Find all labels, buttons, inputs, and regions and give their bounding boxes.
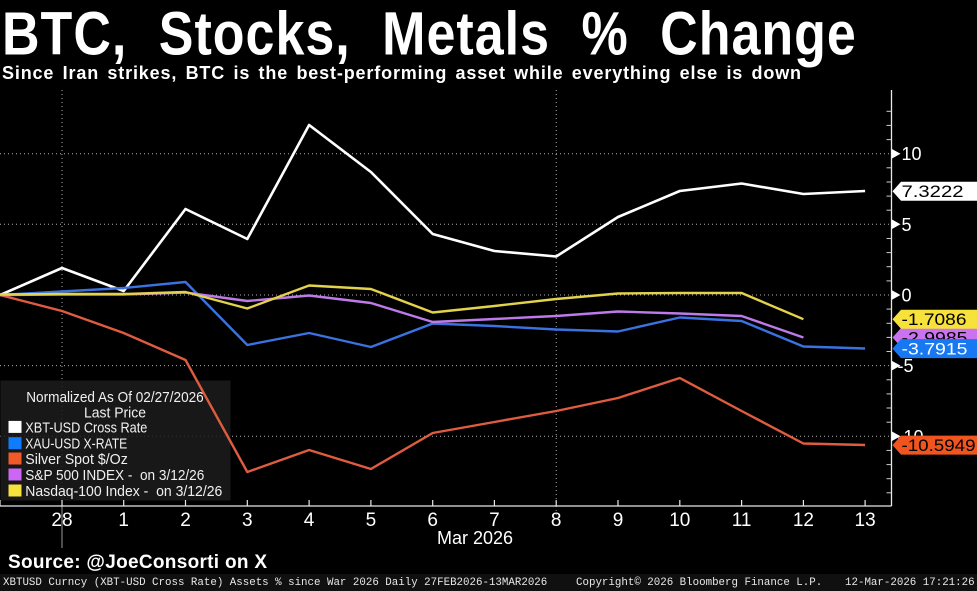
- svg-text:Silver Spot $/Oz: Silver Spot $/Oz: [25, 451, 128, 468]
- svg-text:10: 10: [902, 144, 922, 164]
- svg-text:-1.7086: -1.7086: [902, 311, 967, 329]
- svg-text:-5: -5: [898, 356, 914, 376]
- svg-text:Last Price: Last Price: [84, 405, 146, 422]
- svg-text:7.3222: 7.3222: [902, 183, 964, 201]
- svg-text:4: 4: [304, 510, 315, 531]
- svg-text:Nasdaq-100 Index - on 3/12/26: Nasdaq-100 Index - on 3/12/26: [25, 483, 222, 500]
- svg-text:8: 8: [551, 510, 562, 531]
- svg-text:6: 6: [427, 510, 438, 531]
- svg-text:9: 9: [613, 510, 624, 531]
- svg-text:5: 5: [366, 510, 377, 531]
- svg-text:5: 5: [902, 215, 912, 235]
- svg-text:Normalized As Of 02/27/2026: Normalized As Of 02/27/2026: [26, 389, 204, 406]
- svg-text:XBT-USD Cross Rate: XBT-USD Cross Rate: [25, 419, 147, 436]
- svg-text:2: 2: [180, 510, 191, 531]
- svg-text:0: 0: [902, 286, 912, 306]
- svg-text:3: 3: [242, 510, 253, 531]
- svg-text:7: 7: [489, 510, 500, 531]
- svg-text:13: 13: [855, 510, 876, 531]
- svg-text:11: 11: [732, 510, 752, 531]
- svg-text:-3.7915: -3.7915: [902, 341, 968, 359]
- svg-text:XAU-USD X-RATE: XAU-USD X-RATE: [25, 436, 127, 453]
- svg-text:12: 12: [793, 510, 814, 531]
- svg-text:-10.5949: -10.5949: [902, 437, 976, 455]
- svg-text:10: 10: [669, 510, 690, 531]
- svg-text:28: 28: [51, 510, 72, 531]
- svg-text:S&P 500 INDEX - on 3/12/26: S&P 500 INDEX - on 3/12/26: [25, 467, 204, 484]
- svg-text:Mar 2026: Mar 2026: [437, 528, 513, 548]
- svg-text:1: 1: [118, 510, 129, 531]
